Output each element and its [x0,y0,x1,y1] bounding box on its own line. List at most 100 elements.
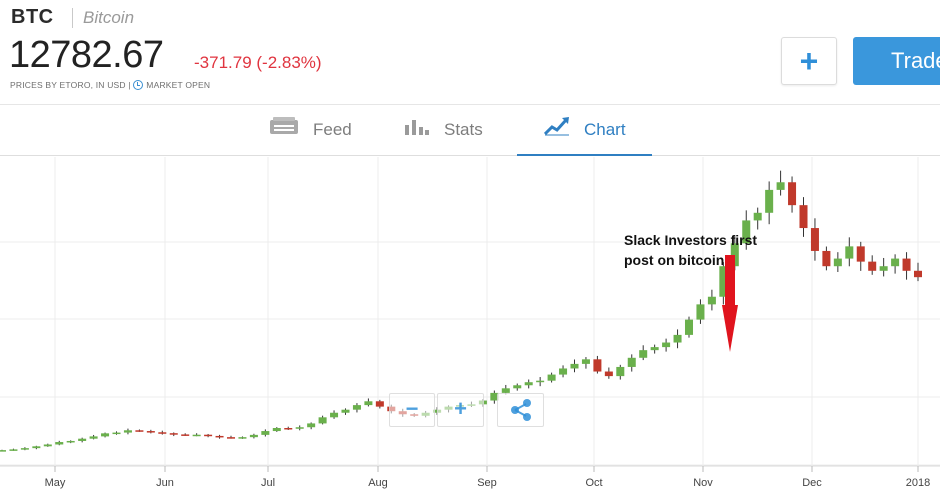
tab-stats-label: Stats [444,120,483,139]
candle-up [650,347,659,351]
candle-up [123,430,132,433]
candle-down [169,433,178,435]
x-tick-label: May [44,477,66,489]
candle-down [788,182,797,206]
instrument-symbol: BTC [11,6,54,28]
candle-up [318,417,327,424]
candle-down [856,246,865,262]
candle-up [249,434,258,438]
prices-note: PRICES BY ETORO, IN USD | [10,80,131,90]
candle-up [0,450,7,452]
x-tick-label: Dec [802,477,822,489]
x-tick-label: 2018 [905,477,931,489]
candle-up [627,357,636,367]
candle-down [135,430,144,432]
feed-icon [269,106,299,156]
tab-feed[interactable]: Feed [269,105,352,156]
candle-up [501,388,510,393]
candle-down [284,428,293,430]
candle-up [66,440,75,443]
trade-button[interactable]: Trade [853,37,940,85]
price-chart[interactable]: Slack Investors first post on bitcoin − … [0,157,940,502]
candle-up [616,366,625,377]
x-tick-label: Sep [477,477,497,489]
market-status: MARKET OPEN [146,80,211,90]
candle-up [559,368,568,375]
bar-chart-icon [404,106,430,156]
x-axis-labels: May Jun Jul Aug Sep Oct Nov Dec 2018 [0,477,940,497]
x-tick-label: Oct [585,477,603,489]
x-tick-label: Jul [260,477,276,489]
candlestick-series [0,170,923,452]
candle-down [810,228,819,251]
candle-up [662,342,671,348]
add-to-watchlist-button[interactable]: + [781,37,837,85]
candle-down [158,432,167,434]
candle-down [799,205,808,229]
candle-down [822,250,831,267]
current-price: 12782.67 [9,34,164,76]
candle-up [89,436,98,439]
candle-up [101,433,110,437]
candle-up [238,437,247,439]
candle-up [719,266,728,297]
candle-up [696,304,705,320]
candle-up [78,438,87,441]
candle-up [192,434,201,437]
tab-stats[interactable]: Stats [404,105,483,156]
candle-up [536,380,545,383]
candle-up [307,423,316,428]
candle-down [181,434,190,436]
candle-up [570,363,579,369]
x-tick-label: Nov [693,477,713,489]
annotation-arrow [722,255,738,352]
candle-up [352,405,361,410]
candle-up [364,401,373,406]
trend-line-icon [543,106,570,156]
candle-up [581,359,590,364]
candle-down [913,270,923,278]
candle-up [833,258,842,267]
candle-down [215,435,224,438]
tab-chart-label: Chart [584,120,626,139]
candle-up [742,220,751,244]
share-chart-button[interactable] [497,393,544,427]
candlestick-chart [0,157,940,472]
candle-up [707,296,716,305]
tab-feed-label: Feed [313,120,352,139]
candle-down [204,434,213,437]
candle-up [684,319,694,335]
candle-up [730,243,739,267]
candle-up [272,428,281,432]
candle-up [341,409,350,413]
candle-up [32,446,41,449]
candle-up [547,374,556,381]
zoom-in-label: + [454,396,467,421]
zoom-out-label: − [405,396,419,421]
candle-up [490,392,499,401]
candle-up [879,266,888,271]
candle-up [43,444,52,447]
candle-up [765,189,774,213]
symbol-divider [72,8,73,28]
x-tick-label: Jun [156,477,174,489]
zoom-in-button[interactable]: + [437,393,484,427]
instrument-name: Bitcoin [83,8,135,27]
candle-up [9,449,18,451]
candle-up [330,412,339,418]
tab-chart[interactable]: Chart [517,105,652,156]
candle-down [868,261,877,271]
candle-up [513,385,522,389]
x-tick-label: Aug [368,477,388,489]
candle-up [20,448,29,450]
share-icon [511,399,531,421]
candle-up [673,334,682,343]
candle-up [112,432,121,435]
chart-annotation: Slack Investors first post on bitcoin [624,232,758,268]
chart-grid [0,157,940,472]
candle-down [375,401,384,407]
candle-up [639,350,648,358]
zoom-out-button[interactable]: − [389,393,435,427]
clock-icon [133,80,144,90]
